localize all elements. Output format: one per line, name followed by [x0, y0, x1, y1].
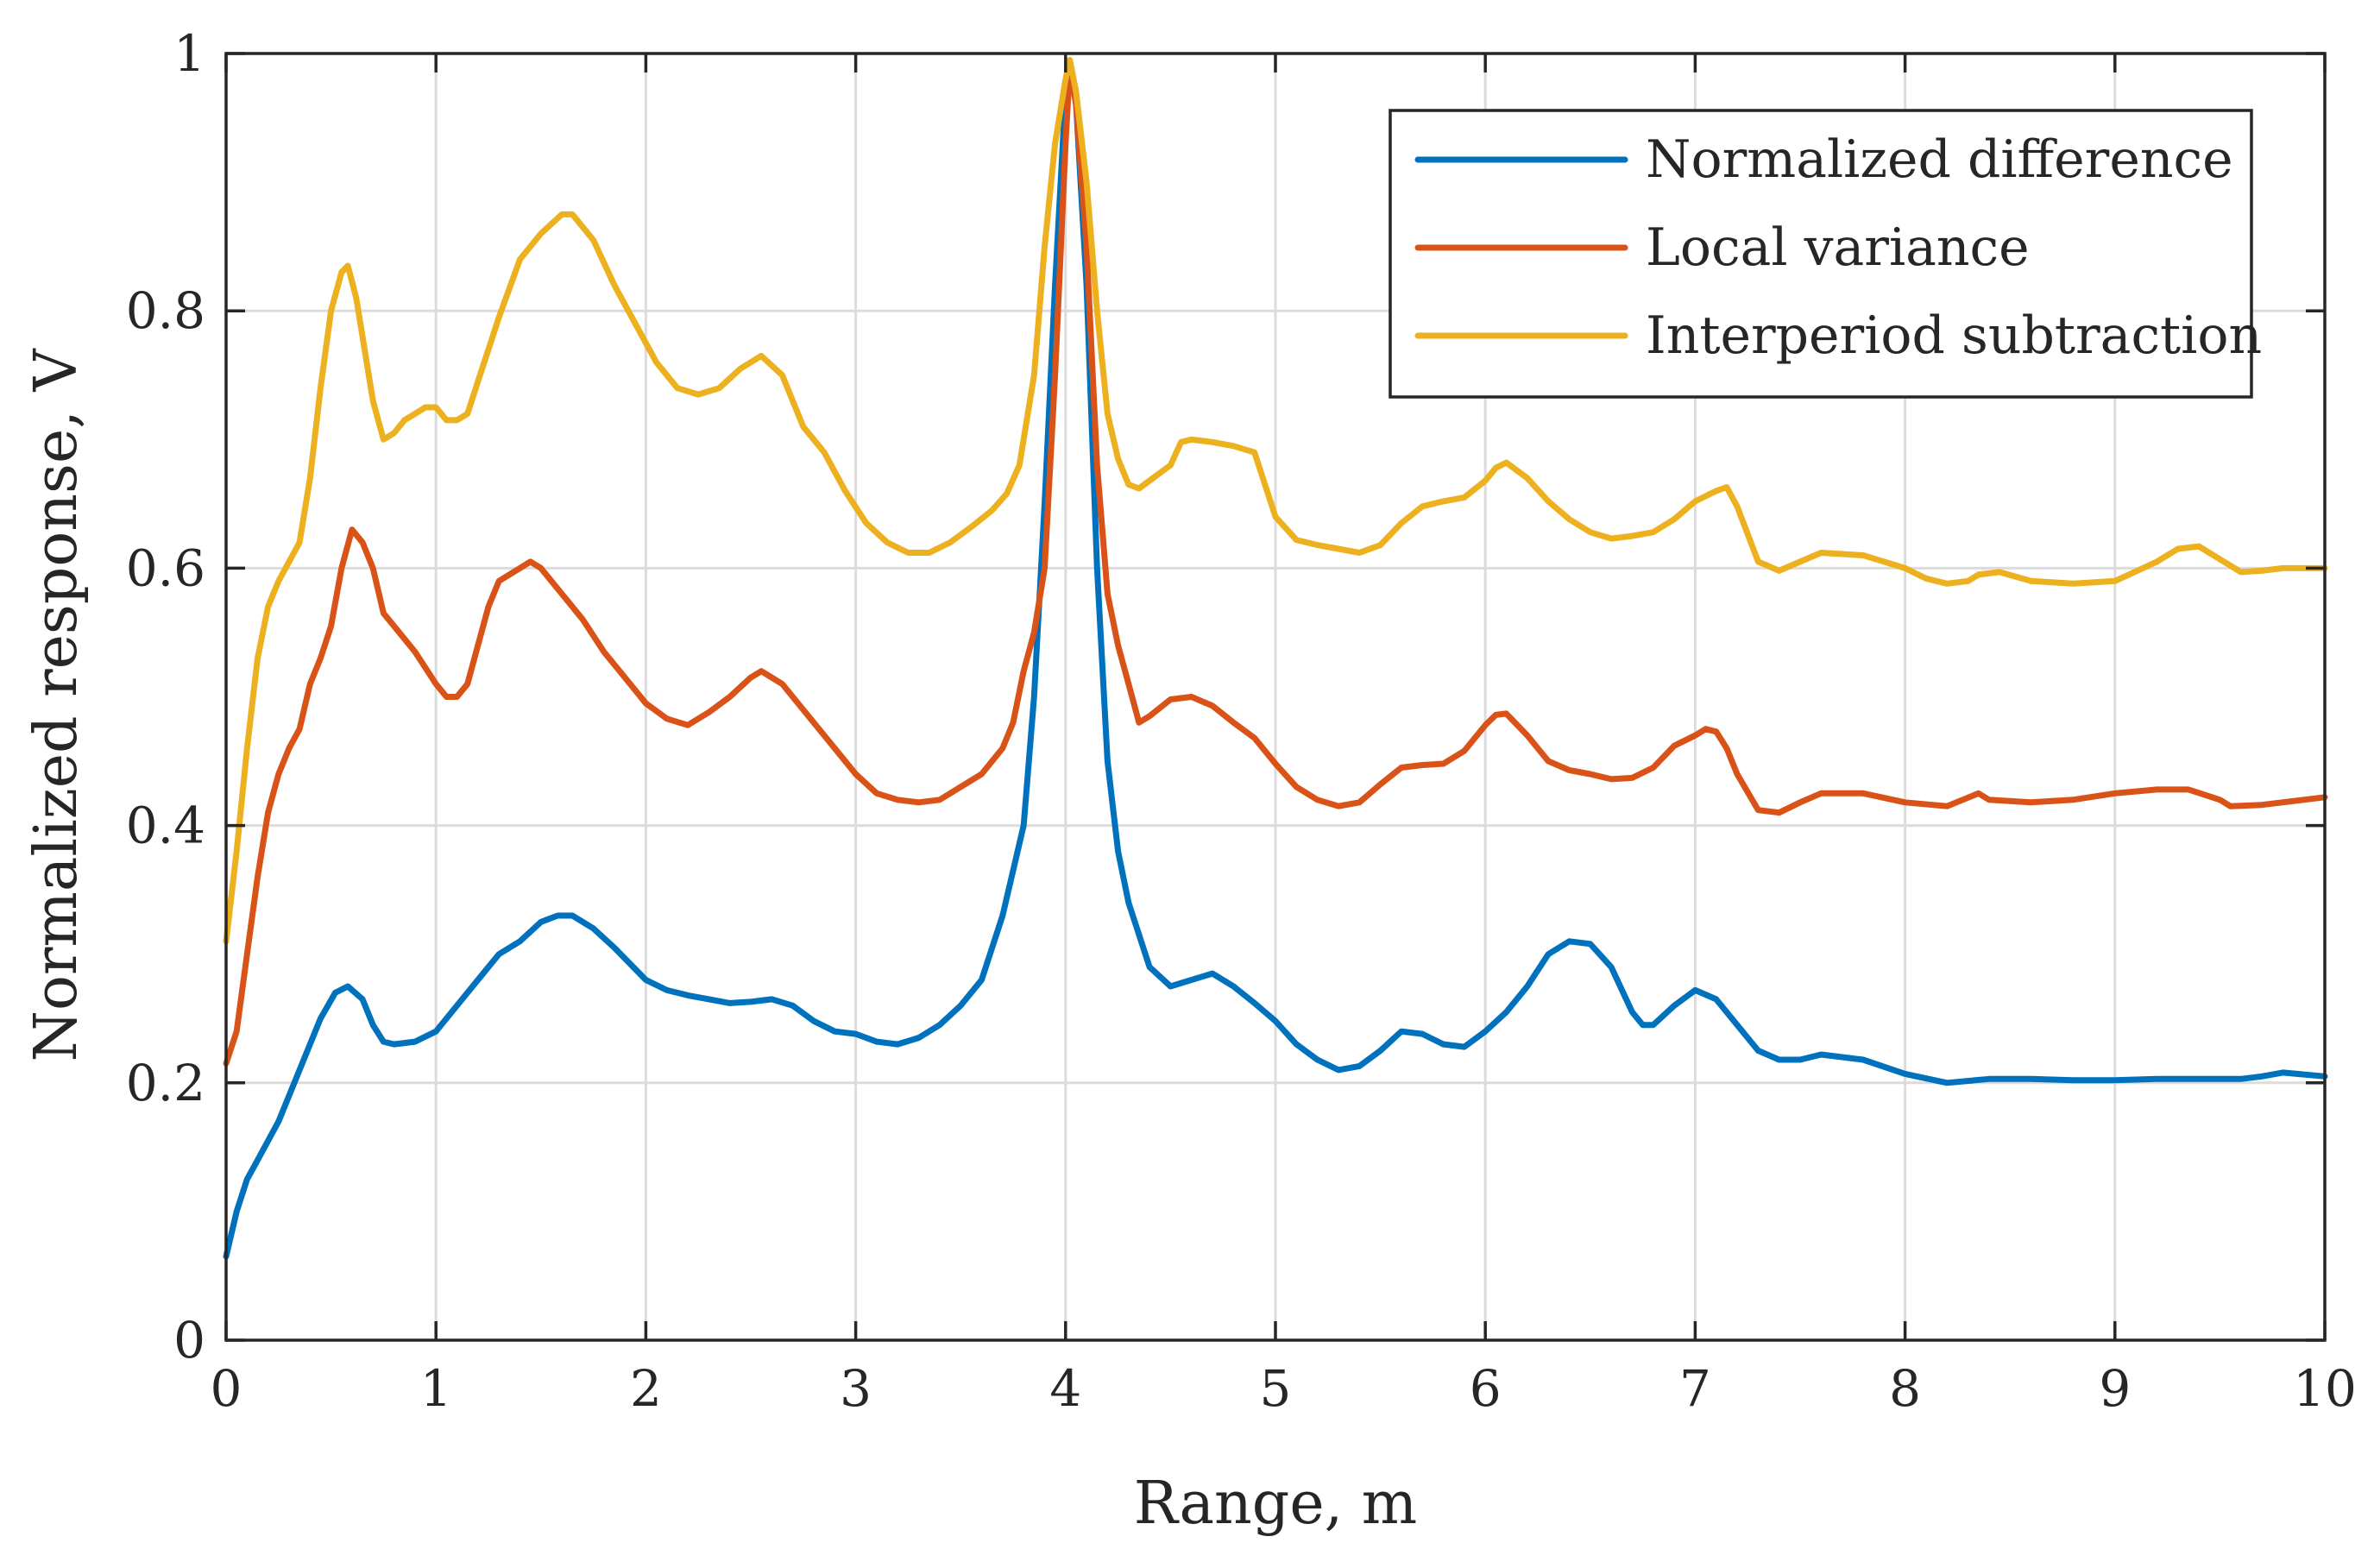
- y-tick-label: 0.8: [126, 281, 205, 340]
- x-tick-label: 8: [1889, 1359, 1921, 1418]
- x-tick-label: 9: [2099, 1359, 2131, 1418]
- x-tick-label: 5: [1260, 1359, 1292, 1418]
- series-layer: [223, 57, 2328, 1260]
- legend: Normalized difference Local variance Int…: [1389, 109, 2262, 399]
- legend-label-local-variance: Local variance: [1646, 217, 2030, 278]
- y-axis-label: Normalized response, V: [22, 348, 91, 1062]
- series-line-normalized-difference: [223, 63, 2328, 1260]
- y-tick-label: 1: [173, 24, 205, 83]
- x-tick-label: 1: [420, 1359, 452, 1418]
- series-line-interperiod-subtraction: [223, 57, 2328, 945]
- y-tick-label: 0.4: [126, 797, 205, 855]
- x-axis-label: Range, m: [1134, 1470, 1418, 1538]
- x-tick-label: 0: [211, 1359, 242, 1418]
- legend-label-interperiod-subtraction: Interperiod subtraction: [1646, 305, 2262, 366]
- x-tick-label: 6: [1470, 1359, 1502, 1418]
- y-tick-label: 0: [173, 1311, 205, 1370]
- legend-entry-local-variance: Local variance: [1414, 217, 2030, 278]
- legend-label-normalized-difference: Normalized difference: [1646, 129, 2233, 190]
- tick-layer: 0 1 2 3 4 5 6 7 8 9 10 0 0.2 0.4 0.6 0.8 1: [126, 24, 2357, 1418]
- legend-entry-interperiod-subtraction: Interperiod subtraction: [1414, 305, 2262, 366]
- x-tick-label: 4: [1049, 1359, 1081, 1418]
- x-tick-label: 10: [2293, 1359, 2357, 1418]
- legend-entry-normalized-difference: Normalized difference: [1414, 129, 2233, 190]
- x-tick-label: 7: [1679, 1359, 1711, 1418]
- y-tick-label: 0.6: [126, 538, 205, 597]
- x-tick-label: 3: [840, 1359, 872, 1418]
- y-tick-label: 0.2: [126, 1054, 205, 1112]
- x-tick-label: 2: [630, 1359, 662, 1418]
